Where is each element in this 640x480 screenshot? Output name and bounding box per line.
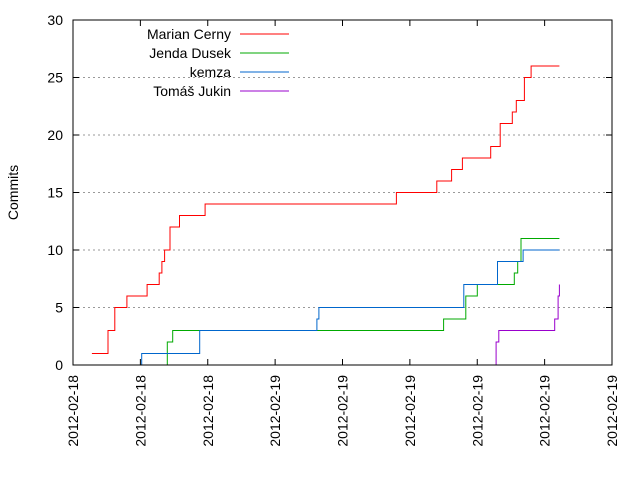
series-lines (91, 65, 560, 366)
y-tick-label: 0 (55, 357, 63, 373)
y-tick-label: 10 (47, 242, 63, 258)
x-tick-label: 2012-02-19 (469, 375, 485, 447)
y-tick-label: 20 (47, 127, 63, 143)
y-tick-label: 15 (47, 185, 63, 201)
grid-lines (73, 77, 612, 308)
x-tick-label: 2012-02-18 (65, 375, 81, 447)
legend-label: Marian Cerny (147, 26, 231, 42)
y-axis: 0 5 10 15 20 25 30 (47, 12, 612, 373)
series-line-3 (490, 284, 560, 366)
series-line-1 (166, 238, 560, 366)
legend: Marian Cerny Jenda Dusek kemza Tomáš Jukin (147, 26, 289, 99)
y-tick-label: 5 (55, 300, 63, 316)
y-tick-label: 25 (47, 70, 63, 86)
x-tick-label: 2012-02-18 (132, 375, 148, 447)
legend-label: Tomáš Jukin (153, 83, 231, 99)
y-axis-label: Commits (5, 165, 21, 220)
x-tick-label: 2012-02-18 (200, 375, 216, 447)
y-tick-label: 30 (47, 12, 63, 28)
x-tick-label: 2012-02-19 (335, 375, 351, 447)
legend-label: Jenda Dusek (149, 45, 232, 61)
series-line-2 (137, 249, 560, 366)
x-tick-label: 2012-02-19 (267, 375, 283, 447)
series-line-0 (91, 65, 560, 354)
x-tick-label: 2012-02-19 (604, 375, 620, 447)
x-tick-label: 2012-02-19 (537, 375, 553, 447)
x-tick-label: 2012-02-19 (402, 375, 418, 447)
x-axis: 2012-02-18 2012-02-18 2012-02-18 2012-02-19… (65, 20, 620, 447)
legend-label: kemza (190, 64, 231, 80)
